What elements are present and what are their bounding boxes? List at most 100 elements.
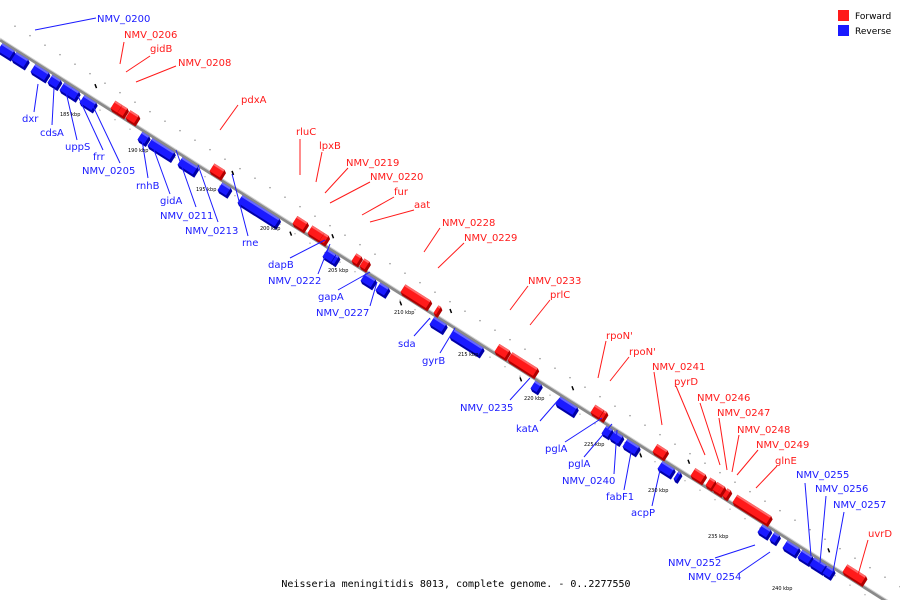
reverse-gene-1[interactable] [11,52,31,71]
reverse-gene-27[interactable] [782,540,802,559]
guide-dot [779,509,781,512]
legend: Forward Reverse [838,10,892,37]
forward-gene-12[interactable] [507,352,541,380]
forward-gene-label: NMV_0247 [717,408,770,419]
label-leader [539,397,561,422]
label-leader [34,17,97,31]
label-leader [651,469,661,507]
label-leader [219,104,239,131]
guide-dot [569,376,571,379]
guide-dot [599,395,601,398]
label-leader [613,429,618,475]
reverse-gene-28[interactable] [797,549,816,568]
label-leader [91,103,121,164]
label-leader [423,227,441,253]
forward-gene-20[interactable] [722,488,734,502]
label-leader [675,385,706,456]
reverse-gene-15[interactable] [375,282,392,299]
tick-label: 225 kbp [584,442,604,448]
tick-dash [827,548,831,553]
guide-dot [549,394,551,396]
forward-gene-15[interactable] [652,444,671,462]
reverse-gene-14[interactable] [360,273,379,291]
reverse-gene-2[interactable] [30,64,52,84]
reverse-gene-21[interactable] [609,430,626,448]
reverse-gene-13[interactable] [331,254,342,268]
forward-gene-21[interactable] [732,494,774,527]
tick-dash [399,301,403,306]
guide-dot [59,53,61,56]
reverse-gene-16[interactable] [429,316,449,336]
forward-gene-14[interactable] [599,410,610,423]
forward-gene-9[interactable] [400,284,434,312]
guide-dot [584,386,586,388]
guide-dot [44,44,46,46]
forward-gene-19[interactable] [717,485,728,498]
reverse-gene-8[interactable] [147,138,177,164]
label-leader [529,299,551,326]
reverse-gene-17[interactable] [449,329,486,359]
guide-dot [309,242,311,244]
reverse-gene-23[interactable] [657,461,677,480]
guide-dot [179,129,181,132]
forward-gene-label: uvrD [868,529,892,540]
reverse-gene-7[interactable] [137,131,152,148]
tick-label: 185 kbp [60,112,80,118]
forward-gene-2[interactable] [125,110,142,127]
guide-dot [494,329,496,331]
label-leader [315,151,323,183]
reverse-gene-label: NMV_0227 [316,308,369,319]
forward-gene-8[interactable] [359,258,372,273]
forward-gene-10[interactable] [433,305,444,318]
reverse-gene-3[interactable] [47,74,64,92]
reverse-gene-24[interactable] [673,471,684,484]
reverse-gene-9[interactable] [177,157,201,178]
reverse-gene-11[interactable] [237,195,283,230]
forward-gene-1[interactable] [117,105,130,120]
forward-gene-4[interactable] [292,216,311,234]
label-leader [337,271,371,291]
guide-dot [809,528,811,531]
forward-gene-label: NMV_0219 [346,158,399,169]
guide-dot [129,128,131,130]
label-leader [832,511,845,573]
forward-gene-22[interactable] [842,564,869,588]
reverse-gene-18[interactable] [530,380,544,396]
guide-dot [639,451,641,453]
reverse-gene-26[interactable] [769,532,782,547]
guide-dot [254,177,256,179]
label-leader [509,285,529,311]
forward-gene-label: rluC [296,127,316,138]
reverse-gene-0[interactable] [0,43,17,62]
label-leader [329,181,371,204]
guide-dot [104,82,106,84]
reverse-gene-5[interactable] [67,87,82,103]
label-leader [175,149,197,208]
tick-label: 240 kbp [772,586,792,592]
tick-dash [94,83,98,89]
reverse-gene-6[interactable] [79,95,99,114]
tick-labels: 185 kbp 190 kbp 195 kbp 200 kbp 205 kbp 210 k… [60,112,792,592]
forward-gene-16[interactable] [690,468,709,486]
guide-dot [719,471,721,474]
guide-dot [704,462,706,464]
guide-dot [729,508,731,510]
reverse-gene-19[interactable] [555,396,580,419]
guide-dot [354,270,356,273]
tick-dash [449,308,453,314]
reverse-gene-label: NMV_0240 [562,476,615,487]
reverse-gene-label: dxr [22,114,39,125]
forward-gene-11[interactable] [494,343,513,362]
forward-gene-3[interactable] [209,163,228,181]
reverse-gene-30[interactable] [822,565,837,581]
reverse-gene-label: rnhB [136,181,160,192]
forward-gene-7[interactable] [351,253,364,268]
guide-dot [854,557,856,559]
tick-label: 190 kbp [128,148,148,154]
reverse-gene-25[interactable] [757,524,774,541]
reverse-gene-10[interactable] [217,182,234,199]
guide-dot [629,414,631,417]
tick-label: 220 kbp [524,396,544,402]
